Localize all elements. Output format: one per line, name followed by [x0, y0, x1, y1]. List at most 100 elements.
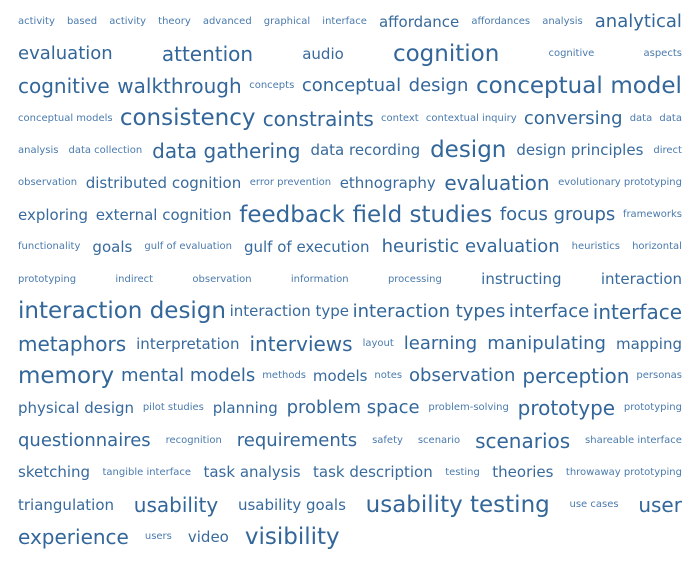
tag-link[interactable]: gulf of execution — [243, 237, 370, 256]
tag-link[interactable]: graphical — [263, 16, 311, 27]
tag-link[interactable]: personas — [636, 370, 682, 382]
tag-link[interactable]: contextual inquiry — [425, 112, 517, 124]
tag-link[interactable]: task description — [313, 463, 433, 482]
tag-link[interactable]: task analysis — [203, 463, 301, 482]
tag-link[interactable]: prototyping — [18, 273, 77, 285]
tag-link[interactable]: heuristics — [571, 241, 621, 253]
tag-link[interactable]: analytical — [594, 11, 682, 32]
tag-link[interactable]: affordances — [471, 16, 531, 27]
tag-link[interactable]: usability — [133, 493, 219, 517]
tag-link[interactable]: prototype — [517, 396, 616, 421]
tag-link[interactable]: theories — [492, 463, 554, 482]
tag-link[interactable]: scenarios — [475, 428, 571, 453]
tag-link[interactable]: problem-solving — [428, 402, 509, 414]
tag-link[interactable]: perception — [522, 364, 630, 389]
tag-link[interactable]: experience — [18, 525, 129, 550]
tag-link[interactable]: mapping — [615, 334, 682, 353]
tag-link[interactable]: metaphors — [18, 332, 127, 356]
tag-link[interactable]: throwaway prototyping — [565, 466, 682, 478]
tag-link[interactable]: prototyping — [623, 402, 682, 414]
tag-link[interactable]: interaction types — [352, 300, 506, 322]
tag-link[interactable]: tangible interface — [102, 466, 192, 478]
tag-link[interactable]: observation — [409, 365, 516, 387]
tag-link[interactable]: pilot studies — [142, 402, 204, 414]
tag-link[interactable]: questionnaires — [18, 429, 151, 451]
tag-link[interactable]: use cases — [569, 499, 619, 510]
tag-link[interactable]: gulf of evaluation — [144, 241, 232, 253]
tag-link[interactable]: learning — [403, 333, 478, 354]
tag-link[interactable]: field studies — [352, 201, 493, 228]
tag-link[interactable]: data gathering — [152, 138, 301, 163]
tag-link[interactable]: error prevention — [249, 177, 332, 188]
tag-link[interactable]: observation — [192, 273, 252, 285]
tag-link[interactable]: advanced — [202, 16, 252, 27]
tag-link[interactable]: conceptual — [475, 72, 603, 99]
tag-link[interactable]: recognition — [165, 434, 222, 446]
tag-link[interactable]: shareable interface — [585, 434, 682, 446]
tag-link[interactable]: frameworks — [622, 209, 682, 221]
tag-link[interactable]: context — [381, 112, 419, 124]
tag-link[interactable]: user — [638, 493, 682, 517]
tag-link[interactable]: direct — [653, 144, 682, 156]
tag-link[interactable]: mental models — [121, 365, 256, 387]
tag-link[interactable]: usability goals — [237, 495, 346, 514]
tag-link[interactable]: affordance — [378, 12, 460, 31]
tag-link[interactable]: consistency — [119, 105, 256, 132]
tag-link[interactable]: attention — [161, 42, 254, 67]
tag-link[interactable]: cognitive — [548, 48, 595, 60]
tag-link[interactable]: safety — [372, 434, 403, 446]
tag-link[interactable]: testing — [445, 466, 480, 478]
tag-link[interactable]: video — [187, 527, 229, 546]
tag-link[interactable]: instructing — [481, 270, 562, 289]
tag-link[interactable]: interviews — [249, 332, 353, 356]
tag-link[interactable]: information — [290, 273, 349, 285]
tag-link[interactable]: data collection — [68, 144, 143, 156]
tag-link[interactable]: planning — [212, 398, 278, 417]
tag-link[interactable]: model — [610, 72, 682, 99]
tag-link[interactable]: design — [408, 75, 469, 97]
tag-link[interactable]: cognition — [392, 40, 500, 67]
tag-link[interactable]: sketching — [18, 463, 91, 482]
tag-link[interactable]: usability testing — [365, 491, 550, 518]
tag-link[interactable]: horizontal — [632, 241, 682, 253]
tag-link[interactable]: models — [312, 366, 368, 385]
tag-link[interactable]: interaction — [600, 270, 682, 289]
tag-link[interactable]: requirements — [236, 429, 358, 451]
tag-link[interactable]: focus groups — [499, 204, 616, 226]
tag-link[interactable]: analysis — [18, 144, 59, 156]
tag-link[interactable]: aspects — [643, 48, 682, 60]
tag-link[interactable]: methods — [262, 370, 307, 382]
tag-link[interactable]: scenario — [417, 434, 461, 446]
tag-link[interactable]: activity — [18, 16, 55, 27]
tag-link[interactable]: interaction design — [18, 298, 226, 325]
tag-link[interactable]: conceptual models — [18, 112, 113, 124]
tag-link[interactable]: interaction type — [229, 302, 350, 321]
tag-link[interactable]: evaluation — [444, 171, 550, 195]
tag-link[interactable]: observation — [18, 177, 78, 188]
tag-link[interactable]: processing — [387, 273, 442, 285]
tag-link[interactable]: feedback — [239, 201, 345, 228]
tag-link[interactable]: layout — [362, 338, 394, 349]
tag-link[interactable]: conceptual — [301, 75, 402, 97]
tag-link[interactable]: cognitive — [18, 74, 110, 99]
tag-link[interactable]: design principles — [516, 141, 644, 160]
tag-link[interactable]: indirect — [115, 273, 154, 285]
tag-link[interactable]: interpretation — [136, 334, 240, 353]
tag-link[interactable]: exploring — [18, 205, 89, 224]
tag-link[interactable]: interface — [592, 299, 682, 324]
tag-link[interactable]: audio — [302, 44, 344, 63]
tag-link[interactable]: theory — [158, 16, 191, 27]
tag-link[interactable]: external cognition — [95, 205, 232, 224]
tag-link[interactable]: memory — [18, 362, 115, 389]
tag-link[interactable]: functionality — [18, 241, 81, 253]
tag-link[interactable]: triangulation — [18, 495, 115, 514]
tag-link[interactable]: manipulating — [487, 333, 606, 354]
tag-link[interactable]: problem space — [286, 397, 420, 419]
tag-link[interactable]: ethnography — [339, 173, 436, 192]
tag-link[interactable]: distributed cognition — [85, 173, 242, 192]
tag-link[interactable]: activity — [109, 16, 147, 27]
tag-link[interactable]: physical design — [18, 398, 135, 417]
tag-link[interactable]: based — [66, 16, 98, 27]
tag-link[interactable]: notes — [374, 370, 403, 382]
tag-link[interactable]: concepts — [249, 80, 295, 92]
